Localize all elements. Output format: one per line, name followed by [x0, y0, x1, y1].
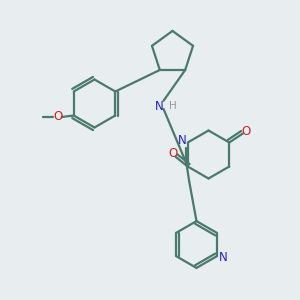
Text: O: O: [241, 124, 250, 138]
Text: N: N: [218, 251, 227, 264]
Text: N: N: [178, 134, 187, 148]
Text: H: H: [169, 101, 176, 111]
Text: O: O: [168, 147, 177, 161]
Text: O: O: [53, 110, 63, 124]
Text: N: N: [155, 100, 164, 113]
